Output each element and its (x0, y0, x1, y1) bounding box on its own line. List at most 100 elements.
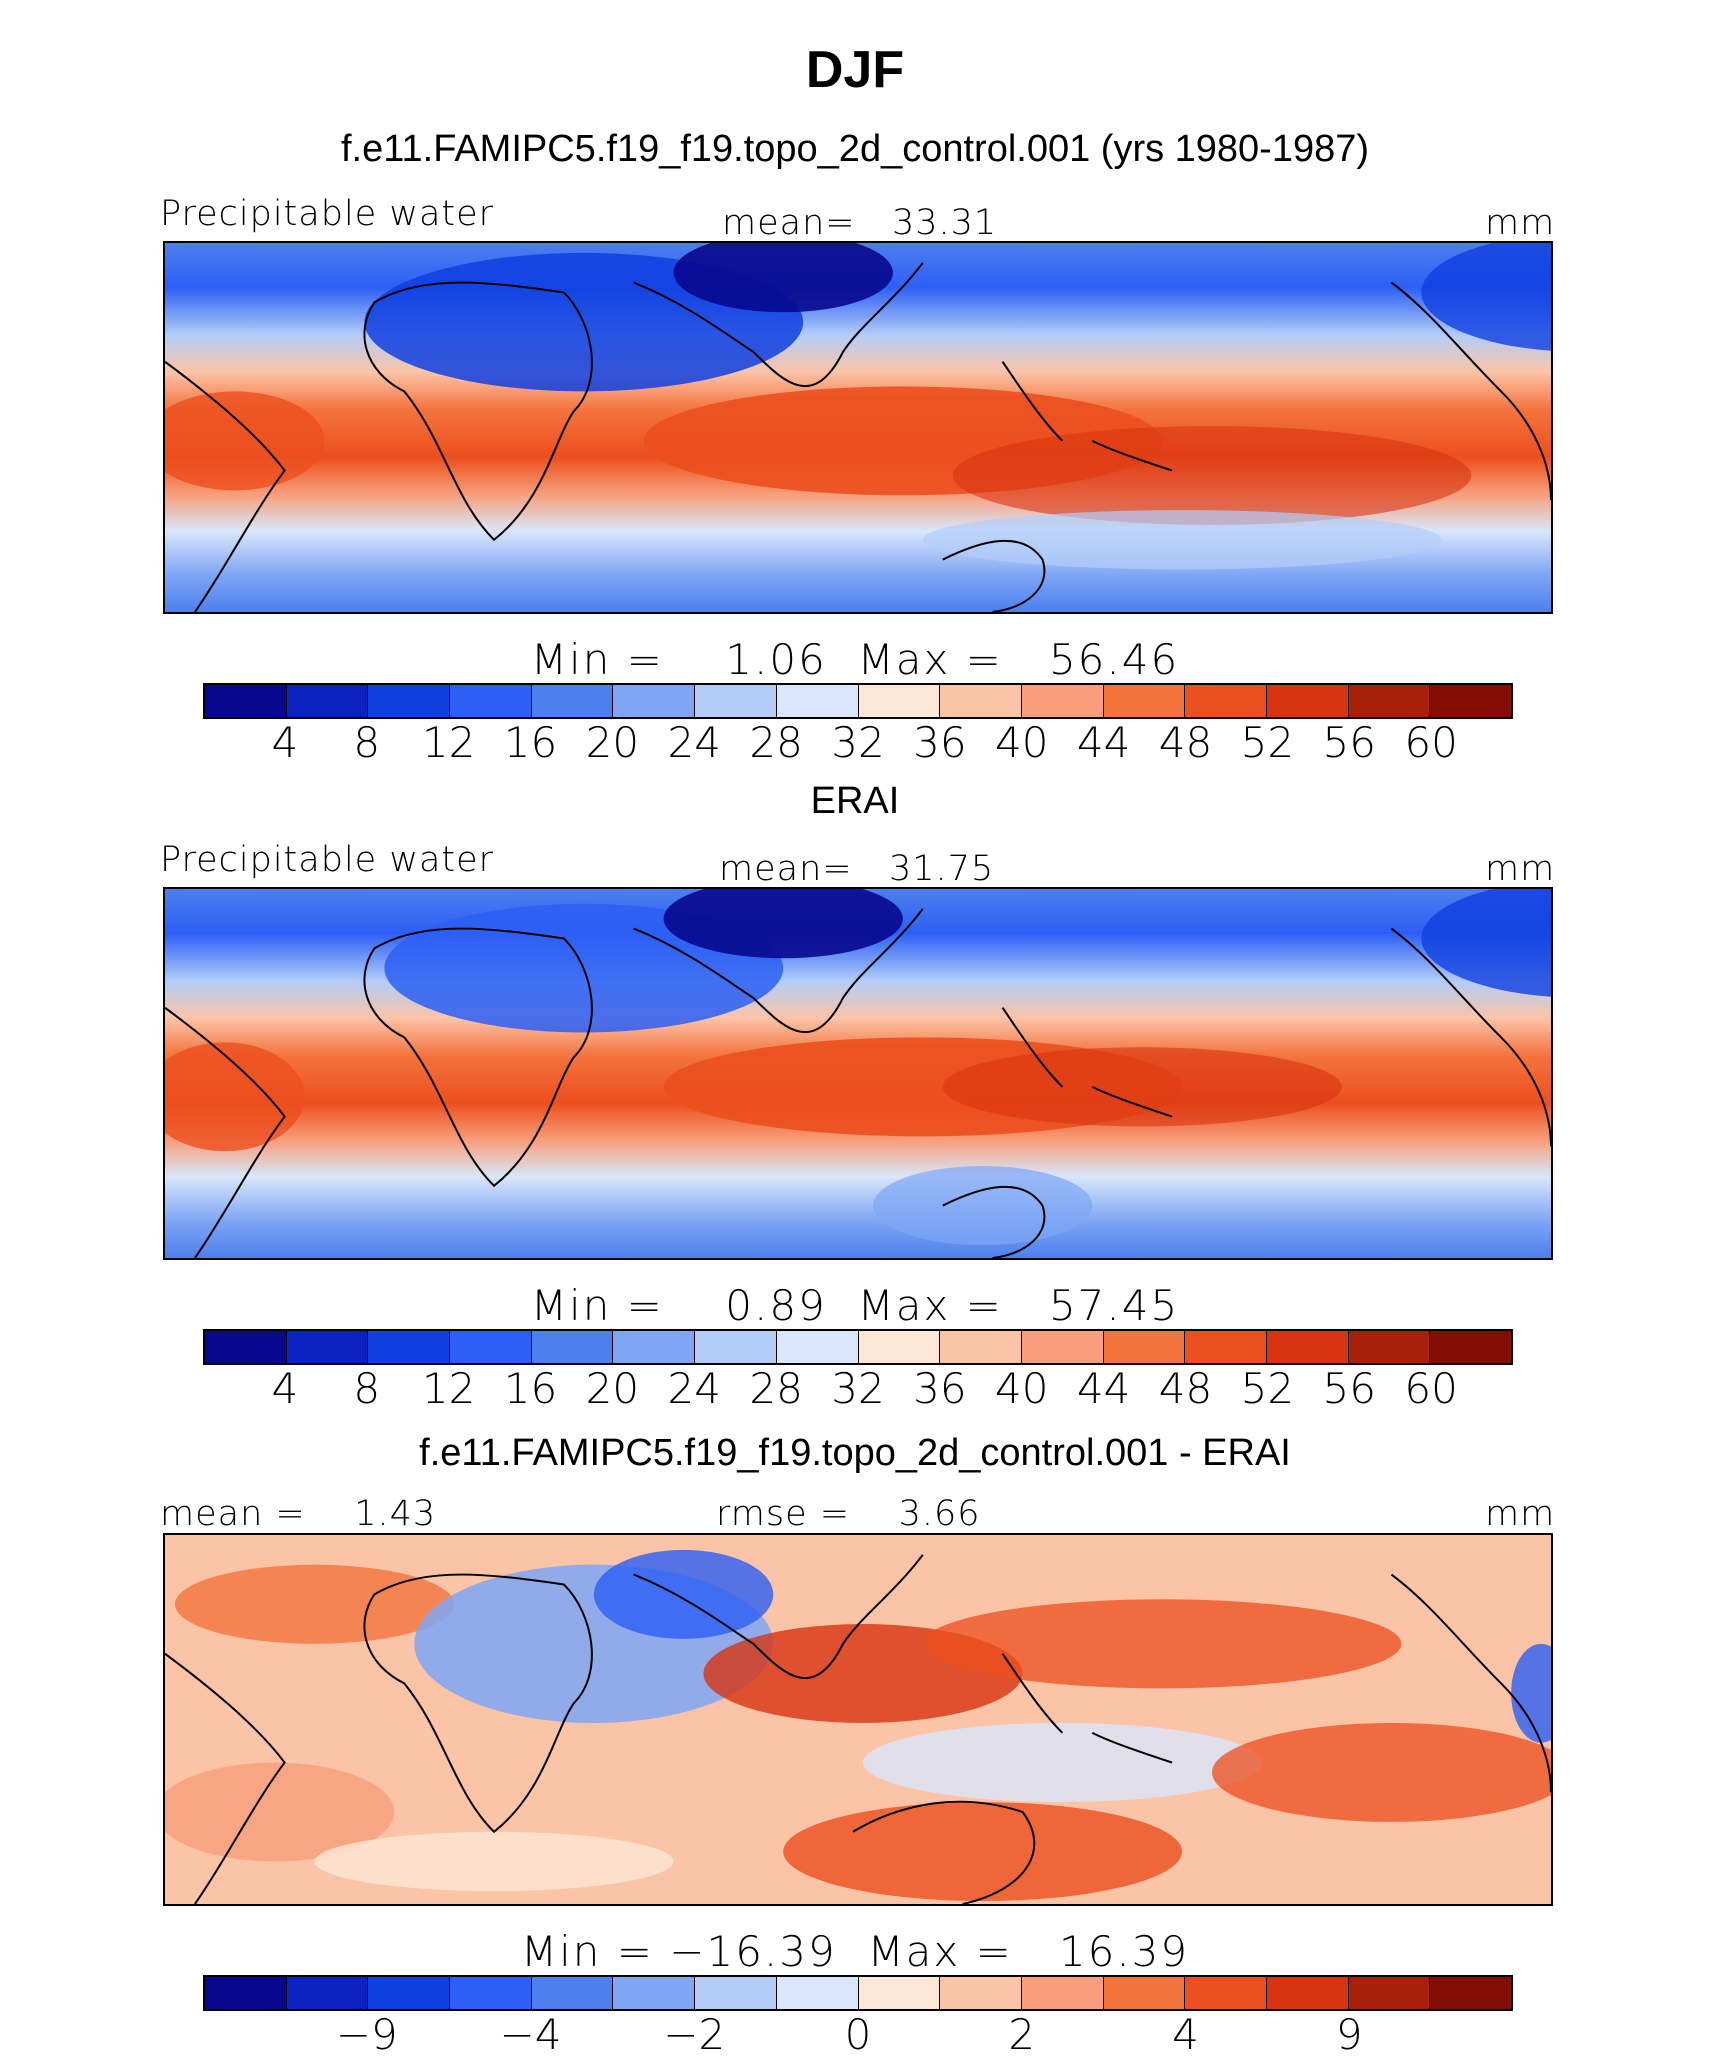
colorbar-tick-label: 48 (1158, 718, 1213, 767)
colorbar-tick-label: 28 (749, 1364, 803, 1413)
panel3-rmse-label: rmse = 3.66 (716, 1494, 981, 1534)
panel2-minmax: Min = 0.89 Max = 57.45 (530, 1281, 1180, 1330)
colorbar-swatch (1185, 1331, 1267, 1363)
panel2-title: ERAI (810, 780, 900, 822)
colorbar-swatch (776, 685, 859, 717)
panel2-colorbar-ticks: 4 8 12 16 20 24 28 32 36 40 44 48 52 56 60 (203, 1364, 1513, 1414)
panel2-max-value: 57.45 (1048, 1281, 1180, 1330)
panel1-units: mm (1485, 203, 1556, 243)
panel3-mean-value: 1.43 (354, 1494, 437, 1534)
colorbar-swatch (858, 685, 941, 717)
colorbar-tick-label: 2 (1008, 2010, 1036, 2059)
panel1-max-value: 56.46 (1048, 635, 1180, 684)
colorbar-swatch (1021, 1331, 1104, 1363)
colorbar-tick-label: 4 (271, 718, 299, 767)
figure-title: DJF (805, 41, 905, 99)
colorbar-tick-label: 8 (353, 718, 381, 767)
panel3-title: f.e11.FAMIPC5.f19_f19.topo_2d_control.00… (419, 1432, 1291, 1474)
colorbar-swatch (1266, 685, 1349, 717)
panel2-mean-label: mean= 31.75 (719, 849, 995, 889)
panel3-max-value: 16.39 (1058, 1927, 1190, 1976)
colorbar-tick-label: 12 (421, 1364, 476, 1413)
colorbar-swatch (368, 685, 451, 717)
colorbar-tick-label: 24 (667, 1364, 721, 1413)
panel3-mean-label: mean = 1.43 (160, 1494, 437, 1534)
colorbar-tick-label: −4 (499, 2010, 562, 2059)
panel3-rmse-value: 3.66 (898, 1494, 981, 1534)
panel2-mean-value: 31.75 (888, 849, 995, 889)
colorbar-swatch (205, 1977, 287, 2009)
colorbar-swatch (531, 1331, 614, 1363)
panel3-colorbar-ticks: −9 −4 −2 0 2 4 9 (203, 2010, 1513, 2060)
colorbar-tick-label: 16 (503, 718, 558, 767)
colorbar-swatch (286, 685, 369, 717)
colorbar-swatch (450, 685, 532, 717)
colorbar-tick-label: −9 (335, 2010, 398, 2059)
colorbar-tick-label: 44 (1076, 1364, 1131, 1413)
colorbar-swatch (450, 1331, 532, 1363)
panel2-units: mm (1485, 849, 1556, 889)
colorbar-swatch (1348, 1977, 1431, 2009)
colorbar-swatch (1430, 685, 1511, 717)
panel1-colorbar-ticks: 4 8 12 16 20 24 28 32 36 40 44 48 52 56 60 (203, 718, 1513, 768)
colorbar-tick-label: 56 (1322, 718, 1376, 767)
panel3-minmax: Min = −16.39 Max = 16.39 (520, 1927, 1190, 1976)
colorbar-swatch (1430, 1331, 1511, 1363)
colorbar-tick-label: 32 (831, 718, 885, 767)
colorbar-tick-label: 24 (667, 718, 721, 767)
colorbar-tick-label: 9 (1335, 2010, 1363, 2059)
colorbar-swatch (1185, 685, 1267, 717)
colorbar-swatch (695, 685, 777, 717)
panel3-map (163, 1533, 1553, 1906)
colorbar-swatch (695, 1331, 777, 1363)
panel1-map-svg (165, 243, 1551, 612)
panel1-variable-label: Precipitable water (160, 194, 495, 234)
colorbar-swatch (940, 1331, 1022, 1363)
colorbar-tick-label: 48 (1158, 1364, 1213, 1413)
colorbar-swatch (1348, 1331, 1431, 1363)
colorbar-swatch (531, 1977, 614, 2009)
panel2-map-svg (165, 889, 1551, 1258)
colorbar-swatch (286, 1331, 369, 1363)
panel1-minmax: Min = 1.06 Max = 56.46 (530, 635, 1180, 684)
colorbar-swatch (1103, 1331, 1186, 1363)
colorbar-tick-label: −2 (663, 2010, 726, 2059)
colorbar-tick-label: 8 (353, 1364, 381, 1413)
colorbar-swatch (940, 1977, 1022, 2009)
panel3-units: mm (1485, 1494, 1556, 1534)
colorbar-swatch (1185, 1977, 1267, 2009)
colorbar-tick-label: 36 (913, 1364, 967, 1413)
colorbar-tick-label: 44 (1076, 718, 1131, 767)
colorbar-tick-label: 56 (1322, 1364, 1376, 1413)
colorbar-swatch (1021, 1977, 1104, 2009)
colorbar-tick-label: 0 (844, 2010, 872, 2059)
panel3-colorbar (203, 1975, 1513, 2011)
panel3-map-svg (165, 1535, 1551, 1904)
colorbar-swatch (205, 685, 287, 717)
colorbar-tick-label: 40 (995, 718, 1049, 767)
colorbar-swatch (286, 1977, 369, 2009)
colorbar-tick-label: 16 (503, 1364, 558, 1413)
panel1-mean-value: 33.31 (891, 203, 998, 243)
colorbar-swatch (613, 685, 696, 717)
panel1-colorbar (203, 683, 1513, 719)
colorbar-swatch (205, 1331, 287, 1363)
colorbar-swatch (531, 685, 614, 717)
colorbar-swatch (1103, 1977, 1186, 2009)
colorbar-tick-label: 32 (831, 1364, 885, 1413)
colorbar-swatch (1103, 685, 1186, 717)
colorbar-swatch (450, 1977, 532, 2009)
colorbar-swatch (368, 1331, 451, 1363)
colorbar-tick-label: 52 (1240, 718, 1295, 767)
colorbar-tick-label: 20 (585, 718, 640, 767)
colorbar-tick-label: 28 (749, 718, 803, 767)
panel1-min-value: 1.06 (725, 635, 827, 684)
panel2-variable-label: Precipitable water (160, 840, 495, 880)
colorbar-tick-label: 20 (585, 1364, 640, 1413)
colorbar-tick-label: 4 (1172, 2010, 1199, 2059)
colorbar-swatch (776, 1331, 859, 1363)
colorbar-tick-label: 40 (995, 1364, 1049, 1413)
colorbar-swatch (1021, 685, 1104, 717)
colorbar-tick-label: 36 (913, 718, 967, 767)
colorbar-tick-label: 52 (1240, 1364, 1295, 1413)
